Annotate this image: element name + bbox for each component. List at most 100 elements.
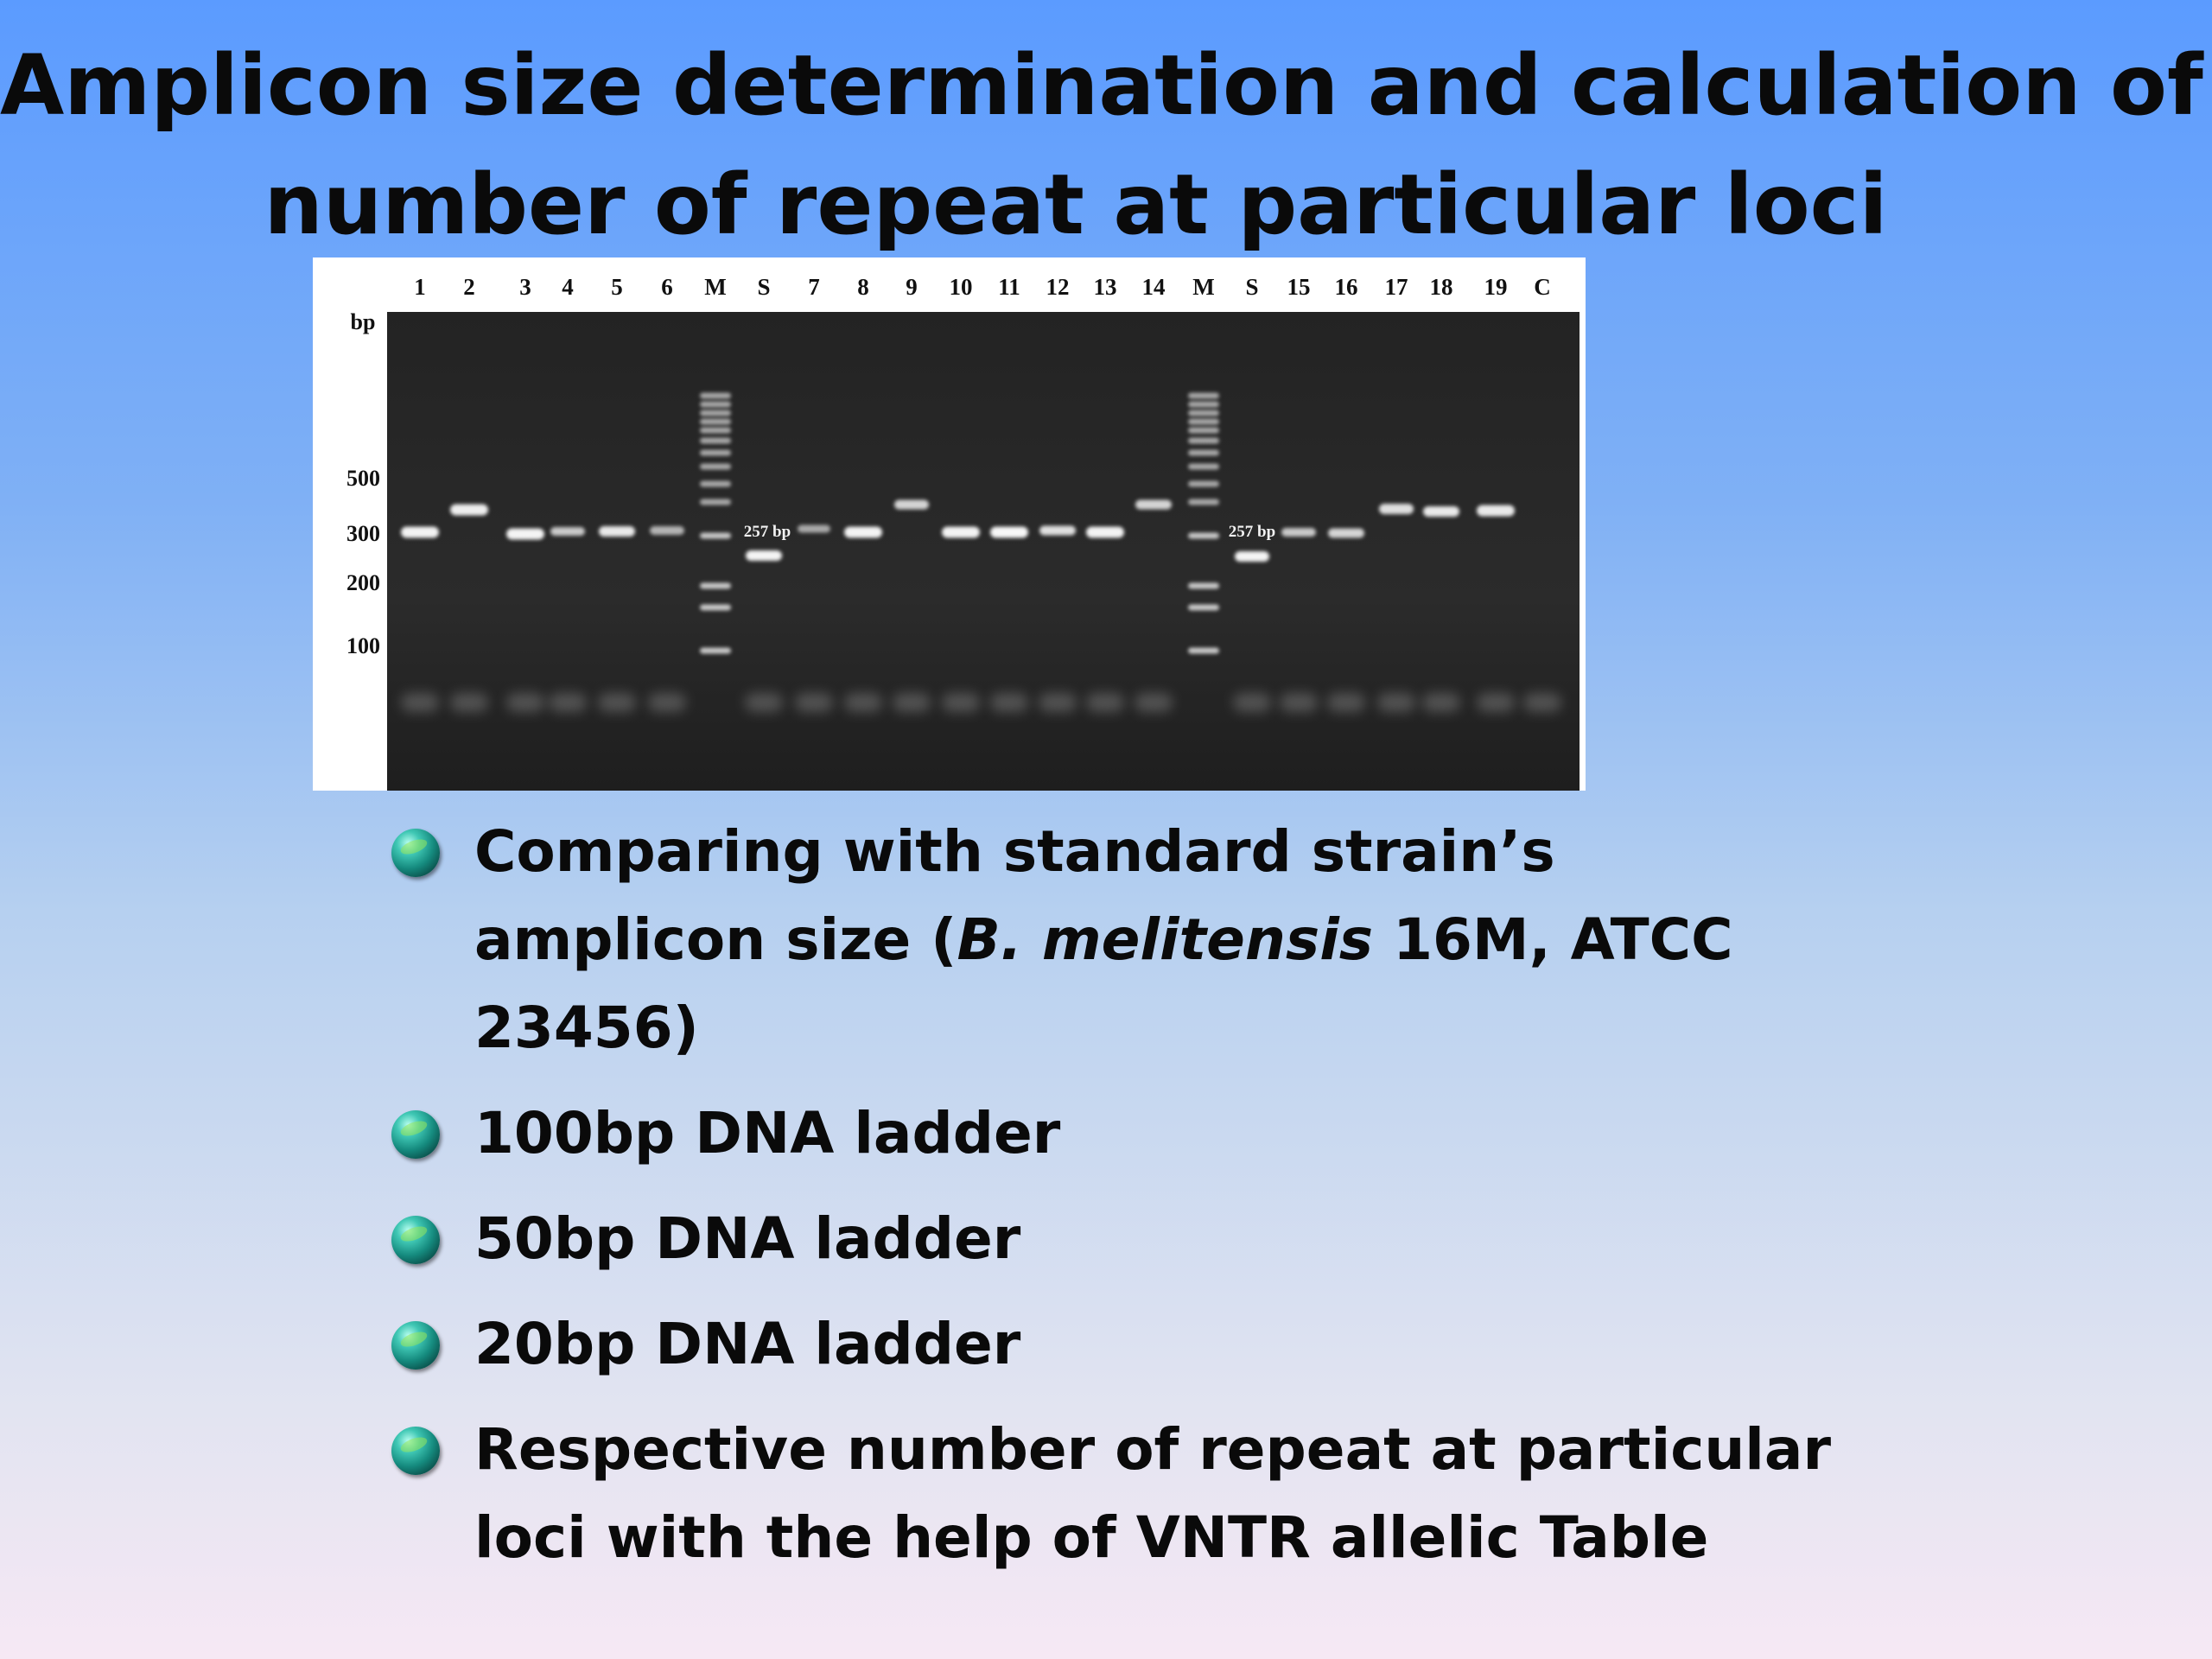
- lane-label-22: 18: [1430, 274, 1453, 300]
- amplicon-band-lane-16: [1328, 528, 1364, 538]
- primer-haze-band: [1280, 693, 1318, 712]
- globe-bullet-icon: [391, 1427, 440, 1475]
- lane-label-23: 19: [1484, 274, 1508, 300]
- amplicon-band-lane-3: [506, 528, 544, 540]
- primer-haze-band: [1523, 693, 1561, 712]
- ladder-band: [1188, 532, 1219, 539]
- amplicon-band-lane-4: [550, 527, 585, 536]
- primer-haze-band: [450, 693, 488, 712]
- slide-title: Amplicon size determination and calculat…: [0, 26, 2203, 264]
- ladder-band: [1188, 647, 1219, 654]
- bp-unit-label: bp: [351, 309, 376, 334]
- slide-title-line-2: number of repeat at particular loci: [264, 156, 1888, 253]
- ladder-band: [700, 532, 731, 539]
- primer-haze-band: [990, 693, 1028, 712]
- gel-electrophoresis-image: 1 2 3 4 5 6 M S 7 8 9 10 11 12 13 14 M S 15 16 17 18 19 C 500 30…: [313, 257, 1586, 791]
- amplicon-band-lane-7: [798, 524, 830, 533]
- bullet-item-50bp-ladder: 50bp DNA ladder: [385, 1195, 1853, 1283]
- primer-haze-band: [942, 693, 980, 712]
- amplicon-band-lane-S: [1235, 551, 1269, 562]
- primer-haze-band: [795, 693, 833, 712]
- primer-haze-band: [1086, 693, 1124, 712]
- slide-title-line-1: Amplicon size determination and calculat…: [0, 37, 2203, 134]
- ladder-band: [1188, 401, 1219, 408]
- amplicon-band-lane-9: [894, 499, 929, 510]
- ladder-band: [700, 499, 731, 505]
- ladder-band: [1188, 449, 1219, 456]
- amplicon-band-lane-15: [1281, 528, 1316, 537]
- ladder-band: [700, 647, 731, 654]
- standard-band-label-2: 257 bp: [1229, 523, 1275, 541]
- lane-labels: 1 2 3 4 5 6 M S 7 8 9 10 11 12 13 14 M S 15 16 17 18 19 C: [414, 274, 1551, 300]
- amplicon-band-lane-10: [942, 526, 980, 538]
- bullet-text-2: 100bp DNA ladder: [474, 1100, 1061, 1166]
- ladder-band: [1188, 418, 1219, 425]
- ladder-band: [700, 437, 731, 444]
- ladder-band: [700, 392, 731, 399]
- size-marker-label-200: 200: [346, 570, 380, 595]
- size-marker-label-100: 100: [346, 633, 380, 658]
- ladder-band: [700, 427, 731, 434]
- amplicon-band-lane-8: [844, 526, 882, 538]
- bullet-text-5: Respective number of repeat at particula…: [474, 1416, 1832, 1571]
- lane-label-10: 8: [857, 274, 869, 300]
- bullet-text-1-species: B. melitensis: [957, 906, 1374, 973]
- primer-haze-band: [506, 693, 544, 712]
- primer-haze-band: [893, 693, 931, 712]
- gel-background: [387, 312, 1580, 791]
- primer-haze-band: [648, 693, 686, 712]
- lane-label-11: 9: [906, 274, 918, 300]
- amplicon-band-lane-14: [1135, 499, 1172, 510]
- bullet-item-20bp-ladder: 20bp DNA ladder: [385, 1300, 1853, 1389]
- bullet-text-1b: 16M, ATCC 23456): [474, 906, 1733, 1061]
- bullet-item-100bp-ladder: 100bp DNA ladder: [385, 1090, 1853, 1178]
- globe-bullet-icon: [391, 829, 440, 877]
- ladder-band: [700, 410, 731, 416]
- lane-label-20: 16: [1335, 274, 1358, 300]
- lane-label-15: 13: [1094, 274, 1117, 300]
- amplicon-band-lane-12: [1039, 525, 1076, 536]
- ladder-band: [700, 480, 731, 487]
- lane-label-6: 6: [661, 274, 673, 300]
- ladder-band: [1188, 427, 1219, 434]
- primer-haze-band: [844, 693, 882, 712]
- amplicon-band-lane-18: [1423, 506, 1459, 517]
- amplicon-band-lane-19: [1477, 505, 1515, 517]
- amplicon-band-lane-11: [990, 526, 1028, 538]
- lane-label-9: 7: [808, 274, 820, 300]
- bullet-text-1a: Comparing with standard strain’s amplico…: [474, 818, 1555, 973]
- lane-label-16: 14: [1142, 274, 1166, 300]
- primer-haze-band: [1039, 693, 1077, 712]
- size-marker-label-300: 300: [346, 521, 380, 546]
- lane-label-21: 17: [1385, 274, 1408, 300]
- primer-haze-band: [1377, 693, 1415, 712]
- lane-label-24: C: [1534, 274, 1551, 300]
- primer-haze-band: [598, 693, 636, 712]
- lane-label-7: M: [704, 274, 726, 300]
- lane-label-5: 5: [611, 274, 623, 300]
- amplicon-band-lane-13: [1086, 526, 1124, 538]
- amplicon-band-lane-17: [1379, 504, 1414, 514]
- ladder-band: [700, 449, 731, 456]
- amplicon-band-lane-2: [450, 504, 488, 516]
- amplicon-band-lane-6: [650, 526, 684, 535]
- standard-band-label-1: 257 bp: [744, 523, 791, 541]
- ladder-band: [700, 418, 731, 425]
- gel-bands: [401, 392, 1561, 712]
- bullet-item-repeat-number: Respective number of repeat at particula…: [385, 1406, 1853, 1582]
- ladder-band: [1188, 463, 1219, 470]
- ladder-band: [1188, 582, 1219, 589]
- lane-label-19: 15: [1287, 274, 1311, 300]
- globe-bullet-icon: [391, 1321, 440, 1370]
- primer-haze-band: [745, 693, 783, 712]
- ladder-band: [1188, 410, 1219, 416]
- amplicon-band-lane-1: [401, 526, 439, 538]
- ladder-band: [700, 463, 731, 470]
- primer-haze-band: [1135, 693, 1173, 712]
- lane-label-12: 10: [950, 274, 973, 300]
- bullet-list: Comparing with standard strain’s amplico…: [385, 808, 1853, 1599]
- globe-bullet-icon: [391, 1110, 440, 1159]
- lane-label-3: 3: [519, 274, 531, 300]
- size-marker-labels: 500 300 200 100: [346, 466, 380, 658]
- ladder-band: [700, 582, 731, 589]
